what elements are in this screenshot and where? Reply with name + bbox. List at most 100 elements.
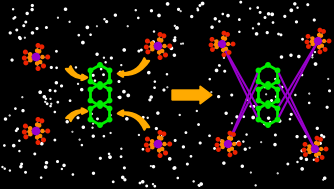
Circle shape	[32, 127, 40, 135]
Circle shape	[280, 34, 282, 36]
Circle shape	[324, 177, 326, 179]
Circle shape	[252, 116, 254, 119]
Circle shape	[169, 158, 171, 160]
Circle shape	[110, 132, 111, 133]
Circle shape	[227, 43, 229, 45]
Circle shape	[259, 100, 260, 101]
Circle shape	[275, 117, 280, 122]
Circle shape	[22, 110, 24, 112]
Circle shape	[150, 96, 152, 98]
Circle shape	[173, 167, 175, 169]
Circle shape	[98, 82, 102, 86]
Circle shape	[36, 141, 40, 144]
Circle shape	[174, 37, 176, 38]
Circle shape	[274, 143, 276, 146]
Circle shape	[182, 146, 184, 148]
Circle shape	[329, 90, 330, 92]
Circle shape	[199, 5, 201, 6]
Circle shape	[249, 147, 250, 148]
Circle shape	[209, 79, 210, 80]
Circle shape	[222, 31, 226, 35]
Circle shape	[142, 181, 144, 183]
Circle shape	[314, 63, 317, 65]
Circle shape	[121, 148, 122, 149]
Circle shape	[294, 3, 296, 5]
Circle shape	[258, 23, 260, 25]
Circle shape	[107, 106, 112, 111]
Circle shape	[279, 120, 281, 122]
Circle shape	[240, 1, 241, 3]
Circle shape	[92, 127, 93, 128]
Circle shape	[92, 74, 94, 76]
Circle shape	[178, 9, 179, 10]
Circle shape	[164, 151, 167, 155]
Circle shape	[304, 153, 307, 156]
Circle shape	[318, 50, 322, 54]
Circle shape	[109, 153, 110, 154]
Circle shape	[227, 149, 230, 151]
Circle shape	[276, 96, 277, 97]
Circle shape	[50, 106, 51, 107]
Circle shape	[230, 147, 233, 150]
Circle shape	[22, 97, 23, 98]
Circle shape	[24, 61, 28, 65]
Circle shape	[199, 185, 200, 186]
Circle shape	[29, 53, 32, 56]
Circle shape	[88, 87, 93, 92]
Circle shape	[289, 119, 291, 120]
Circle shape	[227, 51, 231, 54]
Circle shape	[316, 127, 318, 129]
Circle shape	[88, 79, 93, 84]
Circle shape	[307, 45, 310, 48]
Circle shape	[164, 53, 167, 57]
Circle shape	[119, 71, 121, 73]
Circle shape	[69, 21, 70, 22]
Circle shape	[222, 53, 226, 57]
Circle shape	[260, 12, 261, 13]
Circle shape	[296, 136, 298, 138]
Circle shape	[253, 28, 254, 29]
Circle shape	[281, 86, 283, 88]
Circle shape	[24, 50, 27, 54]
Circle shape	[312, 151, 313, 152]
Circle shape	[154, 81, 155, 82]
Circle shape	[190, 156, 192, 157]
Circle shape	[159, 39, 161, 41]
Circle shape	[158, 136, 161, 139]
Circle shape	[158, 33, 162, 36]
Circle shape	[228, 153, 231, 156]
Circle shape	[193, 181, 194, 182]
Circle shape	[36, 63, 37, 64]
Circle shape	[227, 137, 230, 139]
Circle shape	[49, 90, 51, 91]
Circle shape	[311, 54, 313, 56]
Circle shape	[277, 173, 278, 174]
Circle shape	[233, 151, 237, 154]
Circle shape	[142, 149, 144, 150]
Circle shape	[174, 167, 176, 169]
Circle shape	[226, 50, 228, 52]
Circle shape	[46, 55, 49, 59]
Circle shape	[315, 38, 321, 44]
Circle shape	[146, 137, 149, 141]
Circle shape	[13, 18, 14, 19]
Circle shape	[320, 143, 321, 144]
Circle shape	[77, 83, 78, 84]
Circle shape	[200, 183, 202, 185]
Circle shape	[214, 148, 215, 149]
Circle shape	[250, 172, 251, 173]
Circle shape	[57, 161, 58, 162]
Circle shape	[301, 150, 303, 152]
Circle shape	[24, 37, 25, 38]
Circle shape	[218, 41, 225, 47]
Circle shape	[26, 12, 28, 14]
Circle shape	[264, 122, 266, 125]
Circle shape	[34, 153, 35, 155]
Circle shape	[167, 87, 168, 88]
Circle shape	[158, 149, 161, 152]
Circle shape	[46, 103, 48, 105]
Circle shape	[46, 129, 49, 133]
FancyArrow shape	[172, 86, 212, 104]
Circle shape	[219, 65, 220, 66]
Circle shape	[22, 130, 26, 134]
